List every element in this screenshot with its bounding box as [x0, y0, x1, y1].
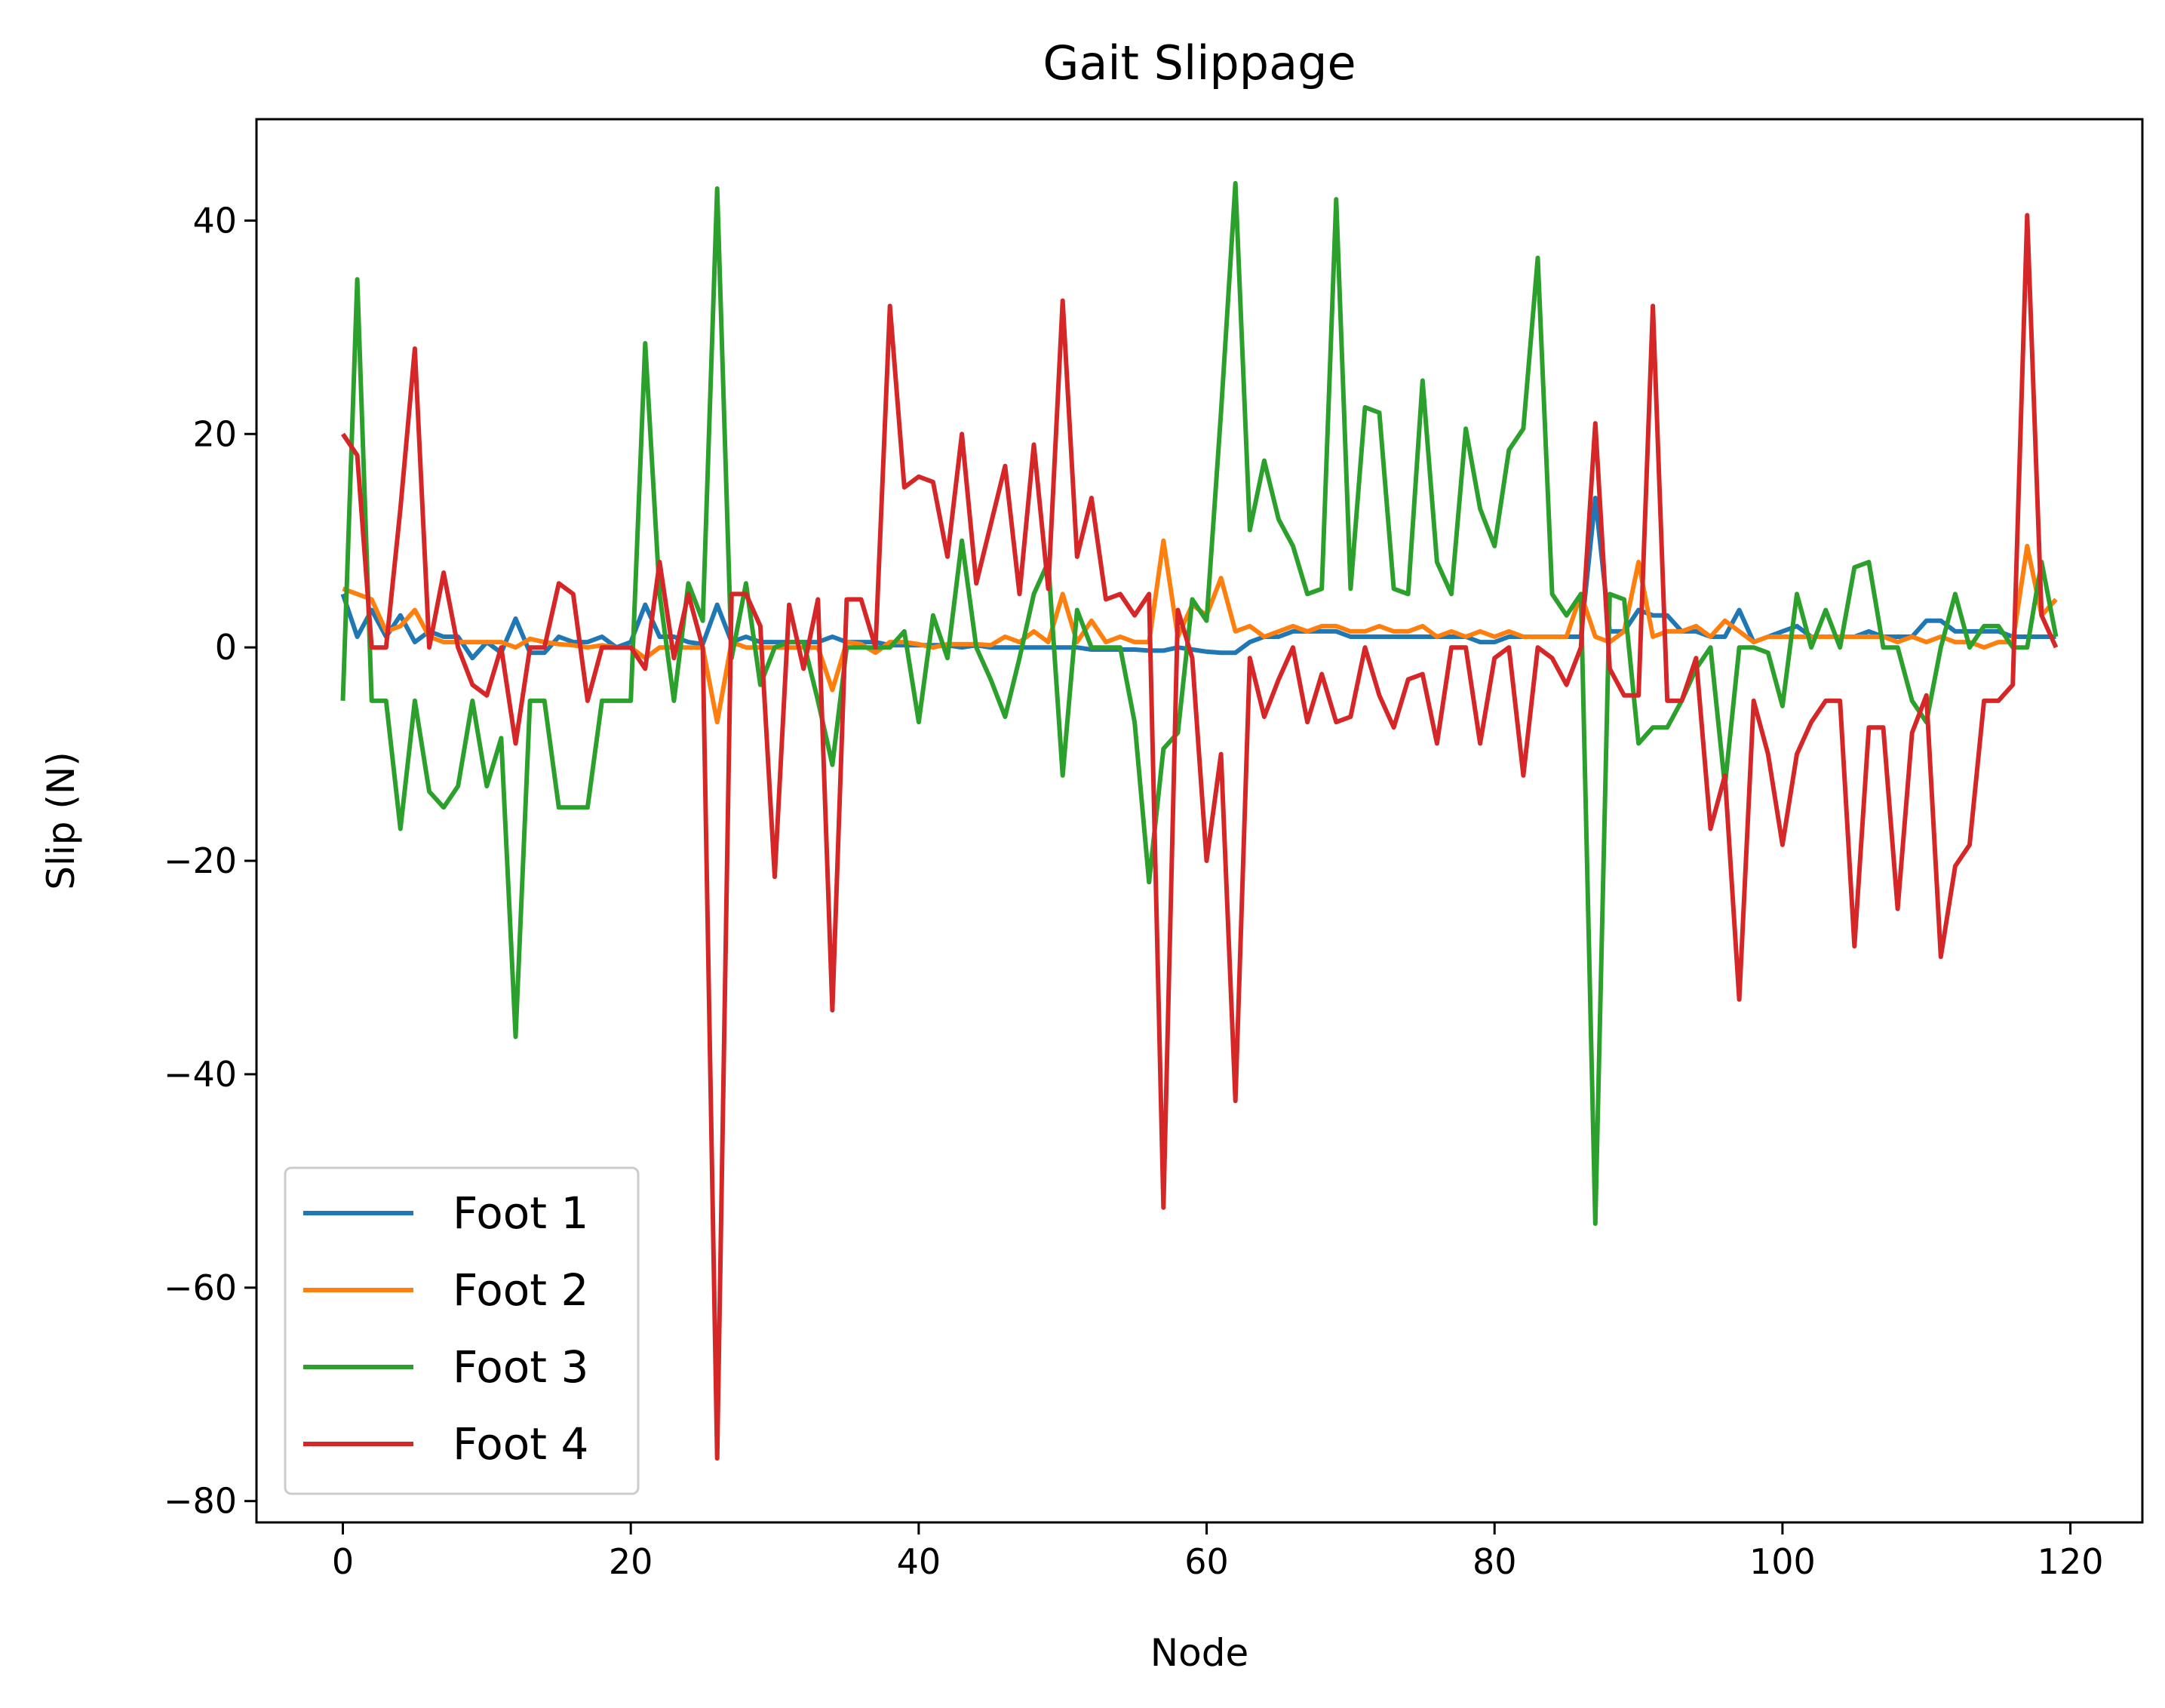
x-axis: 0 20 40 60 80 100 120 — [332, 1522, 2104, 1582]
x-tick-label: 80 — [1473, 1541, 1517, 1582]
legend-box — [284, 1166, 640, 1495]
legend: Foot 1 Foot 2 Foot 3 Foot 4 — [284, 1166, 640, 1495]
chart-title: Gait Slippage — [1043, 35, 1356, 91]
y-tick-label: 0 — [215, 627, 237, 668]
legend-label: Foot 4 — [453, 1418, 588, 1470]
x-tick-label: 120 — [2038, 1541, 2104, 1582]
plot-frame — [255, 118, 2144, 1524]
y-tick-label: −80 — [164, 1481, 237, 1522]
x-tick-label: 60 — [1184, 1541, 1229, 1582]
x-tick-label: 0 — [332, 1541, 354, 1582]
legend-label: Foot 3 — [453, 1341, 588, 1393]
y-tick-label: −60 — [164, 1267, 237, 1308]
x-axis-label: Node — [1150, 1631, 1249, 1675]
y-tick-label: 20 — [192, 413, 237, 454]
y-tick-label: −40 — [164, 1054, 237, 1095]
series-line-foot-3 — [340, 180, 2059, 1226]
y-axis: −80 −60 −40 −20 0 20 40 — [164, 200, 256, 1522]
legend-label: Foot 1 — [453, 1187, 588, 1239]
x-tick-label: 40 — [897, 1541, 941, 1582]
y-tick-label: 40 — [192, 200, 237, 241]
x-tick-label: 20 — [609, 1541, 653, 1582]
y-tick-label: −20 — [164, 840, 237, 881]
series-line-foot-4 — [341, 213, 2059, 1461]
legend-label: Foot 2 — [453, 1264, 588, 1316]
plot-area — [340, 180, 2059, 1461]
x-tick-label: 100 — [1749, 1541, 1816, 1582]
y-axis-label: Slip (N) — [39, 751, 83, 890]
